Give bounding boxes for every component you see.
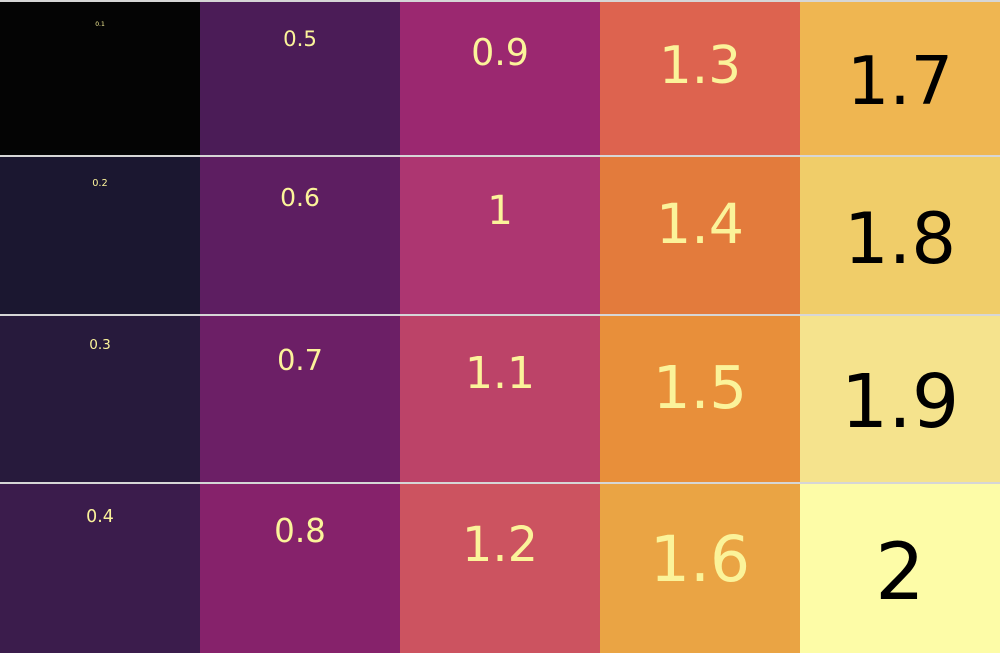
grid-cell: 1.1: [400, 316, 600, 482]
grid-cell: 0.8: [200, 484, 400, 653]
grid-cell: 0.4: [0, 484, 200, 653]
cell-label: 1.7: [846, 41, 954, 120]
grid-cell: 0.2: [0, 157, 200, 314]
cell-label: 1.6: [649, 523, 751, 596]
cell-label: 0.3: [89, 337, 111, 354]
cell-label: 0.4: [86, 506, 114, 527]
grid-cell: 0.3: [0, 316, 200, 482]
grid-cell: 0.7: [200, 316, 400, 482]
cell-label: 1.5: [652, 353, 748, 423]
cell-label: 1.2: [461, 517, 538, 573]
grid-cell: 0.5: [200, 2, 400, 155]
cell-label: 0.1: [95, 21, 105, 28]
grid-row: 0.3 0.7 1.1 1.5 1.9: [0, 316, 1000, 482]
cell-label: 0.6: [280, 183, 320, 212]
cell-label: 0.7: [277, 342, 323, 377]
cell-label: 1.4: [655, 192, 745, 257]
grid-cell: 1.8: [800, 157, 1000, 314]
grid-cell: 1.4: [600, 157, 800, 314]
cell-label: 1.1: [465, 348, 535, 399]
grid-cell: 0.6: [200, 157, 400, 314]
grid-cell: 1.2: [400, 484, 600, 653]
cell-label: 0.2: [92, 177, 108, 189]
grid-cell: 1: [400, 157, 600, 314]
grid-row: 0.2 0.6 1 1.4 1.8: [0, 157, 1000, 314]
cell-label: 1.9: [840, 357, 960, 445]
grid-cell: 0.1: [0, 2, 200, 155]
cell-label: 0.5: [283, 26, 317, 52]
grid-cell: 2: [800, 484, 1000, 653]
grid-cell: 1.6: [600, 484, 800, 653]
grid-cell: 1.5: [600, 316, 800, 482]
grid-cell: 1.7: [800, 2, 1000, 155]
cell-label: 2: [875, 527, 925, 619]
cell-label: 0.8: [274, 512, 326, 551]
cell-label: 1.8: [843, 197, 957, 281]
cell-label: 1.3: [658, 36, 742, 97]
grid-cell: 1.3: [600, 2, 800, 155]
grid-cell: 0.9: [400, 2, 600, 155]
cell-label: 0.9: [471, 30, 529, 74]
grid-row: 0.4 0.8 1.2 1.6 2: [0, 484, 1000, 653]
grid-cell: 1.9: [800, 316, 1000, 482]
cell-label: 1: [487, 188, 513, 235]
grid-row: 0.1 0.5 0.9 1.3 1.7: [0, 2, 1000, 155]
